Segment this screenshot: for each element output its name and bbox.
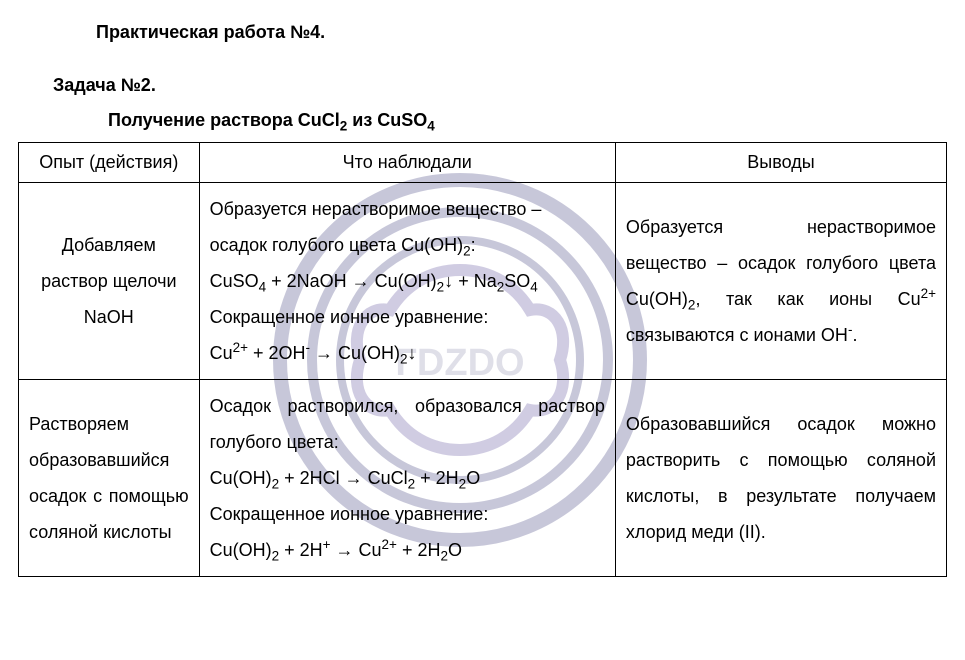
table-row: Растворяем образовавшийся осадок с помощ…: [19, 379, 947, 576]
header-actions: Опыт (действия): [19, 142, 200, 182]
task-number: Задача №2.: [53, 73, 947, 98]
row1-observation: Образуется нерастворимое вещество – осад…: [199, 182, 615, 379]
row2-conclusion: Образовавшийся осадок можно растворить с…: [615, 379, 946, 576]
row1-action: Добавляем раствор щелочи NaOH: [19, 182, 200, 379]
row2-action: Растворяем образовавшийся осадок с помощ…: [19, 379, 200, 576]
practical-work-title: Практическая работа №4.: [96, 20, 947, 45]
header-observations: Что наблюдали: [199, 142, 615, 182]
document-content: Практическая работа №4. Задача №2. Получ…: [18, 20, 947, 577]
experiment-table: Опыт (действия) Что наблюдали Выводы Доб…: [18, 142, 947, 577]
table-header-row: Опыт (действия) Что наблюдали Выводы: [19, 142, 947, 182]
row1-conclusion: Образуется нерастворимое вещество – осад…: [615, 182, 946, 379]
row2-observation: Осадок растворился, образовался раствор …: [199, 379, 615, 576]
task-subtitle: Получение раствора CuCl2 из CuSO4: [108, 108, 947, 133]
header-conclusions: Выводы: [615, 142, 946, 182]
table-row: Добавляем раствор щелочи NaOH Образуется…: [19, 182, 947, 379]
